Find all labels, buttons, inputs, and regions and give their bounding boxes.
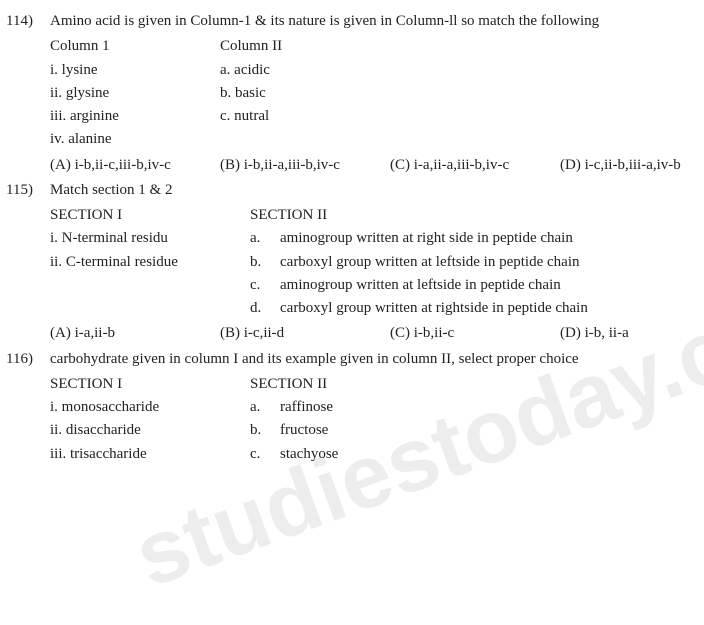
q116-right-key: c. bbox=[250, 443, 280, 466]
q114-col2-head: Column II bbox=[220, 35, 686, 58]
q115-right-txt: aminogroup written at right side in pept… bbox=[280, 227, 686, 250]
q115-right-key: c. bbox=[250, 274, 280, 297]
q114-col1-head: Column 1 bbox=[50, 35, 220, 58]
q114-opt-a[interactable]: (A) i-b,ii-c,iii-b,iv-c bbox=[50, 154, 220, 177]
q116-left: iii. trisaccharide bbox=[50, 443, 250, 466]
q115-right-txt: carboxyl group written at leftside in pe… bbox=[280, 251, 686, 274]
q115-right-txt: carboxyl group written at rightside in p… bbox=[280, 297, 686, 320]
q115-right-key: d. bbox=[250, 297, 280, 320]
q114-row-c2: c. nutral bbox=[220, 105, 686, 128]
q115-sec2-head: SECTION II bbox=[250, 204, 327, 227]
q114-row-c2: b. basic bbox=[220, 82, 686, 105]
q115-opt-a[interactable]: (A) i-a,ii-b bbox=[50, 322, 220, 345]
q116-sec1-head: SECTION I bbox=[50, 373, 250, 396]
q115-right-key: b. bbox=[250, 251, 280, 274]
q114-options: (A) i-b,ii-c,iii-b,iv-c (B) i-b,ii-a,iii… bbox=[50, 154, 686, 177]
q114-text: Amino acid is given in Column-1 & its na… bbox=[50, 10, 686, 33]
question-115: 115) Match section 1 & 2 SECTION I SECTI… bbox=[6, 179, 686, 346]
q114-opt-b[interactable]: (B) i-b,ii-a,iii-b,iv-c bbox=[220, 154, 390, 177]
q114-opt-c[interactable]: (C) i-a,ii-a,iii-b,iv-c bbox=[390, 154, 560, 177]
q115-opt-c[interactable]: (C) i-b,ii-c bbox=[390, 322, 560, 345]
q115-right-txt: aminogroup written at leftside in peptid… bbox=[280, 274, 686, 297]
q115-left: ii. C-terminal residue bbox=[50, 251, 250, 274]
q116-left: i. monosaccharide bbox=[50, 396, 250, 419]
q114-row-c2: a. acidic bbox=[220, 59, 686, 82]
question-114: 114) Amino acid is given in Column-1 & i… bbox=[6, 10, 686, 177]
q115-text: Match section 1 & 2 bbox=[50, 179, 686, 202]
q116-right-txt: fructose bbox=[280, 419, 686, 442]
question-116: 116) carbohydrate given in column I and … bbox=[6, 348, 686, 466]
q115-options: (A) i-a,ii-b (B) i-c,ii-d (C) i-b,ii-c (… bbox=[50, 322, 686, 345]
q116-right-key: b. bbox=[250, 419, 280, 442]
q116-left: ii. disaccharide bbox=[50, 419, 250, 442]
q114-opt-d[interactable]: (D) i-c,ii-b,iii-a,iv-b bbox=[560, 154, 681, 177]
q116-right-key: a. bbox=[250, 396, 280, 419]
q114-row-c1: i. lysine bbox=[50, 59, 220, 82]
q116-right-txt: raffinose bbox=[280, 396, 686, 419]
q115-opt-d[interactable]: (D) i-b, ii-a bbox=[560, 322, 629, 345]
q116-text: carbohydrate given in column I and its e… bbox=[50, 348, 686, 371]
q114-row-c1: iii. arginine bbox=[50, 105, 220, 128]
q114-number: 114) bbox=[6, 10, 50, 177]
q114-row-c1: ii. glysine bbox=[50, 82, 220, 105]
q114-row-c2 bbox=[220, 128, 686, 151]
q115-opt-b[interactable]: (B) i-c,ii-d bbox=[220, 322, 390, 345]
q114-row-c1: iv. alanine bbox=[50, 128, 220, 151]
q115-right-key: a. bbox=[250, 227, 280, 250]
q115-sec1-head: SECTION I bbox=[50, 204, 250, 227]
q116-sec2-head: SECTION II bbox=[250, 373, 327, 396]
q116-number: 116) bbox=[6, 348, 50, 466]
q116-right-txt: stachyose bbox=[280, 443, 686, 466]
q115-left: i. N-terminal residu bbox=[50, 227, 250, 250]
q115-number: 115) bbox=[6, 179, 50, 346]
